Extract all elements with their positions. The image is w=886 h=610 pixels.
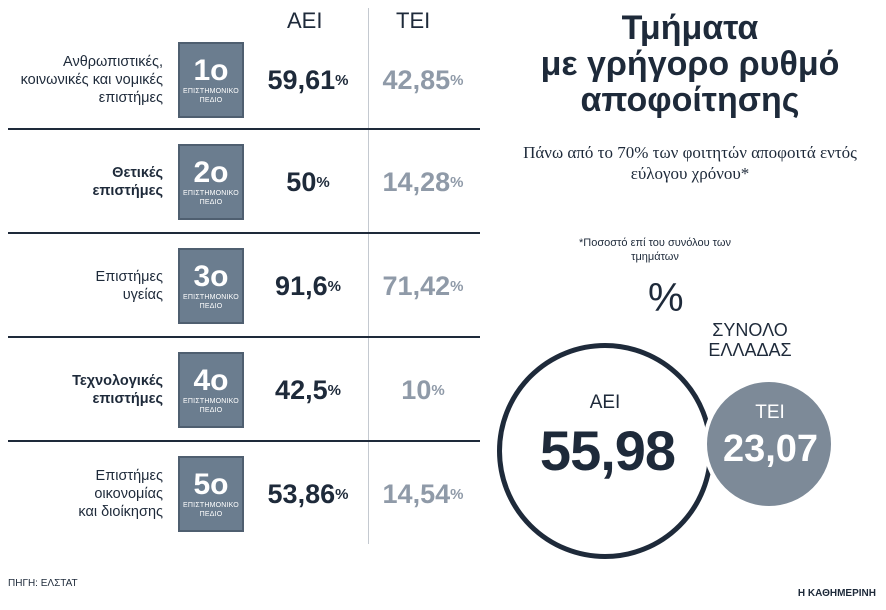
- field-badge: 4ο ΕΠΙΣΤΗΜΟΝΙΚΟ ΠΕΔΙΟ: [178, 352, 244, 428]
- field-label: Επιστήμες υγείας: [95, 269, 163, 303]
- field-badge: 2ο ΕΠΙΣΤΗΜΟΝΙΚΟ ΠΕΔΙΟ: [178, 144, 244, 220]
- field-number: 3ο: [193, 260, 229, 293]
- tei-number: 42,85: [382, 64, 451, 95]
- field-row: Επιστήμες οικονομίας και διοίκησης 5ο ΕΠΙΣ…: [8, 444, 480, 544]
- aei-value: 42,5%: [253, 340, 363, 440]
- tei-total-value: 23,07: [722, 428, 819, 470]
- source-credit: ΠΗΓΗ: ΕΛΣΤΑΤ: [8, 578, 78, 589]
- field-caption: ΕΠΙΣΤΗΜΟΝΙΚΟ ΠΕΔΙΟ: [183, 398, 239, 414]
- row-divider: [8, 128, 480, 130]
- aei-number: 59,61: [267, 64, 336, 95]
- tei-value: 14,54%: [368, 444, 478, 544]
- tei-total-label: ΤΕΙ: [755, 402, 785, 423]
- tei-percent-sign: %: [450, 71, 464, 89]
- tei-percent-sign: %: [431, 381, 445, 399]
- aei-total-value: 55,98: [539, 419, 676, 482]
- aei-number: 53,86: [267, 478, 336, 509]
- tei-total-circle: [703, 378, 835, 510]
- aei-percent-sign: %: [316, 173, 330, 191]
- field-caption: ΕΠΙΣΤΗΜΟΝΙΚΟ ΠΕΔΙΟ: [183, 502, 239, 518]
- aei-value: 59,61%: [253, 30, 363, 130]
- field-row: Ανθρωπιστικές, κοινωνικές και νομικές επ…: [8, 30, 480, 130]
- aei-value: 53,86%: [253, 444, 363, 544]
- row-divider: [8, 336, 480, 338]
- field-row: Τεχνολογικές επιστήμες 4ο ΕΠΙΣΤΗΜΟΝΙΚΟ ΠΕΔ…: [8, 340, 480, 440]
- row-divider: [8, 440, 480, 442]
- footnote: *Ποσοστό επί του συνόλου των τμημάτων: [579, 237, 731, 263]
- field-number: 1ο: [193, 54, 229, 87]
- aei-number: 50: [286, 166, 317, 197]
- field-row: Επιστήμες υγείας 3ο ΕΠΙΣΤΗΜΟΝΙΚΟ ΠΕΔΙΟ 91,6…: [8, 236, 480, 336]
- tei-percent-sign: %: [450, 173, 464, 191]
- field-row: Θετικές επιστήμες 2ο ΕΠΙΣΤΗΜΟΝΙΚΟ ΠΕΔΙΟ 50%…: [8, 132, 480, 232]
- aei-percent-sign: %: [327, 277, 341, 295]
- tei-value: 10%: [368, 340, 478, 440]
- field-label: Επιστήμες οικονομίας και διοίκησης: [78, 468, 163, 520]
- aei-value: 50%: [253, 132, 363, 232]
- field-badge: 3ο ΕΠΙΣΤΗΜΟΝΙΚΟ ΠΕΔΙΟ: [178, 248, 244, 324]
- tei-number: 14,54: [382, 478, 451, 509]
- field-caption: ΕΠΙΣΤΗΜΟΝΙΚΟ ΠΕΔΙΟ: [183, 294, 239, 310]
- aei-total-label: ΑΕΙ: [589, 392, 621, 413]
- field-caption: ΕΠΙΣΤΗΜΟΝΙΚΟ ΠΕΔΙΟ: [183, 190, 239, 206]
- field-badge: 5ο ΕΠΙΣΤΗΜΟΝΙΚΟ ΠΕΔΙΟ: [178, 456, 244, 532]
- tei-number: 10: [401, 374, 432, 405]
- tei-value: 71,42%: [368, 236, 478, 336]
- aei-percent-sign: %: [335, 485, 349, 503]
- row-divider: [8, 232, 480, 234]
- percent-sign: %: [648, 276, 684, 320]
- tei-number: 14,28: [382, 166, 451, 197]
- chart-title: Τμήματα με γρήγορο ρυθμό αποφοίτησης: [540, 9, 840, 119]
- aei-value: 91,6%: [253, 236, 363, 336]
- column-separator: [368, 8, 369, 544]
- field-number: 5ο: [193, 468, 229, 501]
- tei-value: 42,85%: [368, 30, 478, 130]
- field-caption: ΕΠΙΣΤΗΜΟΝΙΚΟ ΠΕΔΙΟ: [183, 88, 239, 104]
- aei-number: 42,5: [275, 374, 328, 405]
- column-header-aei: ΑΕΙ: [287, 8, 323, 33]
- column-header-tei: ΤΕΙ: [396, 8, 431, 33]
- chart-subtitle: Πάνω από το 70% των φοιτητών αποφοιτά εν…: [523, 143, 857, 183]
- aei-percent-sign: %: [327, 381, 341, 399]
- tei-percent-sign: %: [450, 277, 464, 295]
- aei-percent-sign: %: [335, 71, 349, 89]
- field-badge: 1ο ΕΠΙΣΤΗΜΟΝΙΚΟ ΠΕΔΙΟ: [178, 42, 244, 118]
- total-label: ΣΥΝΟΛΟ ΕΛΛΑΔΑΣ: [708, 320, 792, 360]
- field-number: 2ο: [193, 156, 229, 189]
- field-label: Θετικές επιστήμες: [92, 165, 163, 199]
- field-label: Τεχνολογικές επιστήμες: [72, 373, 163, 407]
- publisher-brand: Η ΚΑΘΗΜΕΡΙΝΗ: [797, 588, 876, 599]
- field-label: Ανθρωπιστικές, κοινωνικές και νομικές επ…: [20, 54, 163, 106]
- tei-number: 71,42: [382, 270, 451, 301]
- tei-percent-sign: %: [450, 485, 464, 503]
- aei-total-circle: [497, 343, 713, 559]
- field-number: 4ο: [193, 364, 229, 397]
- tei-value: 14,28%: [368, 132, 478, 232]
- aei-number: 91,6: [275, 270, 328, 301]
